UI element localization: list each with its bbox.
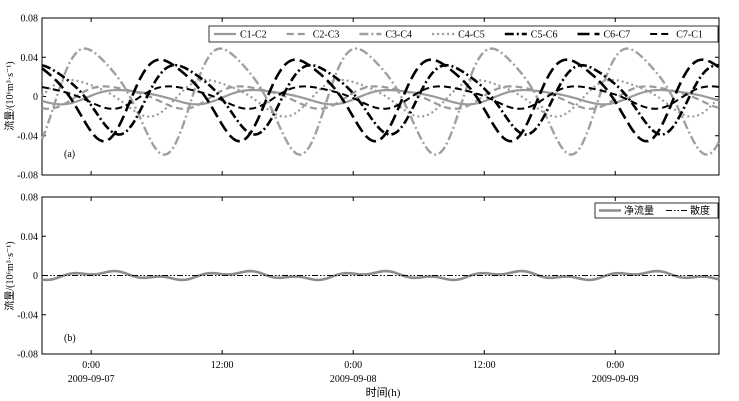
- panel-a-series: [40, 47, 721, 156]
- series-line: [40, 47, 721, 156]
- panel-b-x-ticks: 0:00 12:00 0:00 12:00 0:00: [82, 197, 624, 371]
- y-tick-label: 0.04: [21, 53, 39, 64]
- panel-b-legend-items: 净流量 散度: [599, 204, 710, 217]
- y-tick-label: -0.04: [17, 131, 38, 142]
- y-tick-label: 0.08: [21, 193, 39, 204]
- x-tick-label: 0:00: [344, 360, 362, 371]
- x-axis-title: 时间(h): [366, 386, 401, 399]
- panel-b-legend-box: [594, 202, 719, 219]
- legend-label: C3-C4: [385, 30, 412, 41]
- legend-label: C6-C7: [604, 30, 631, 41]
- series-line: [41, 63, 720, 136]
- legend-label: C7-C1: [676, 30, 703, 41]
- panel-b-y-axis-label: 流量/(10⁶m³·s⁻¹): [3, 241, 16, 310]
- legend-label: C2-C3: [313, 30, 340, 41]
- series-line: [41, 78, 720, 118]
- x-tick-label: 0:00: [606, 360, 624, 371]
- date-labels: 2009-09-07 2009-09-08 2009-09-09: [68, 374, 639, 385]
- series-line: [41, 88, 720, 106]
- panel-a: 0.08 0.04 0 -0.04 -0.08 (a) 流量/(10⁶m³·s⁻¹) C…: [3, 14, 721, 182]
- panel-b-series: [41, 269, 720, 282]
- legend-label: 散度: [690, 204, 710, 217]
- legend-label: C1-C2: [240, 30, 267, 41]
- y-tick-label: -0.04: [17, 310, 38, 321]
- panel-b-label: (b): [64, 333, 76, 344]
- series-line: [41, 58, 720, 143]
- x-tick-label: 0:00: [82, 360, 100, 371]
- date-label: 2009-09-09: [592, 374, 639, 385]
- panel-b-y-ticks: 0.08 0.04 0 -0.04 -0.08: [17, 193, 719, 361]
- panel-a-legend: C1-C2 C2-C3 C3-C4 C4-C5 C5-C6 C6-C7 C7-C1: [208, 25, 719, 43]
- series-line: [41, 85, 720, 110]
- y-tick-label: 0: [33, 92, 38, 103]
- legend-label: C5-C6: [531, 30, 558, 41]
- date-label: 2009-09-07: [68, 374, 115, 385]
- y-tick-label: 0.04: [21, 232, 39, 243]
- legend-label: C4-C5: [458, 30, 485, 41]
- x-tick-label: 12:00: [473, 360, 496, 371]
- x-tick-label: 12:00: [211, 360, 234, 371]
- panel-b: 0.080.040-0.04-0.08 0:00 12:00 0:00 12:00 0:…: [3, 193, 720, 399]
- panel-a-x-ticks: [90, 18, 616, 175]
- panel-a-legend-items: C1-C2 C2-C3 C3-C4 C4-C5 C5-C6 C6-C7 C7-C1: [214, 30, 703, 41]
- panel-a-y-axis-label: 流量/(10⁶m³·s⁻¹): [3, 61, 16, 130]
- y-tick-label: 0: [33, 271, 38, 282]
- date-label: 2009-09-08: [330, 374, 377, 385]
- y-tick-label: -0.08: [17, 171, 38, 182]
- y-tick-label: 0.08: [21, 14, 39, 25]
- panel-a-legend-box: [208, 25, 719, 43]
- legend-label: 净流量: [624, 204, 654, 217]
- panel-b-legend: 净流量 散度: [594, 202, 719, 219]
- panel-a-y-ticks: 0.08 0.04 0 -0.04 -0.08: [17, 14, 719, 182]
- panel-a-label: (a): [64, 149, 75, 160]
- y-tick-label: -0.08: [17, 350, 38, 361]
